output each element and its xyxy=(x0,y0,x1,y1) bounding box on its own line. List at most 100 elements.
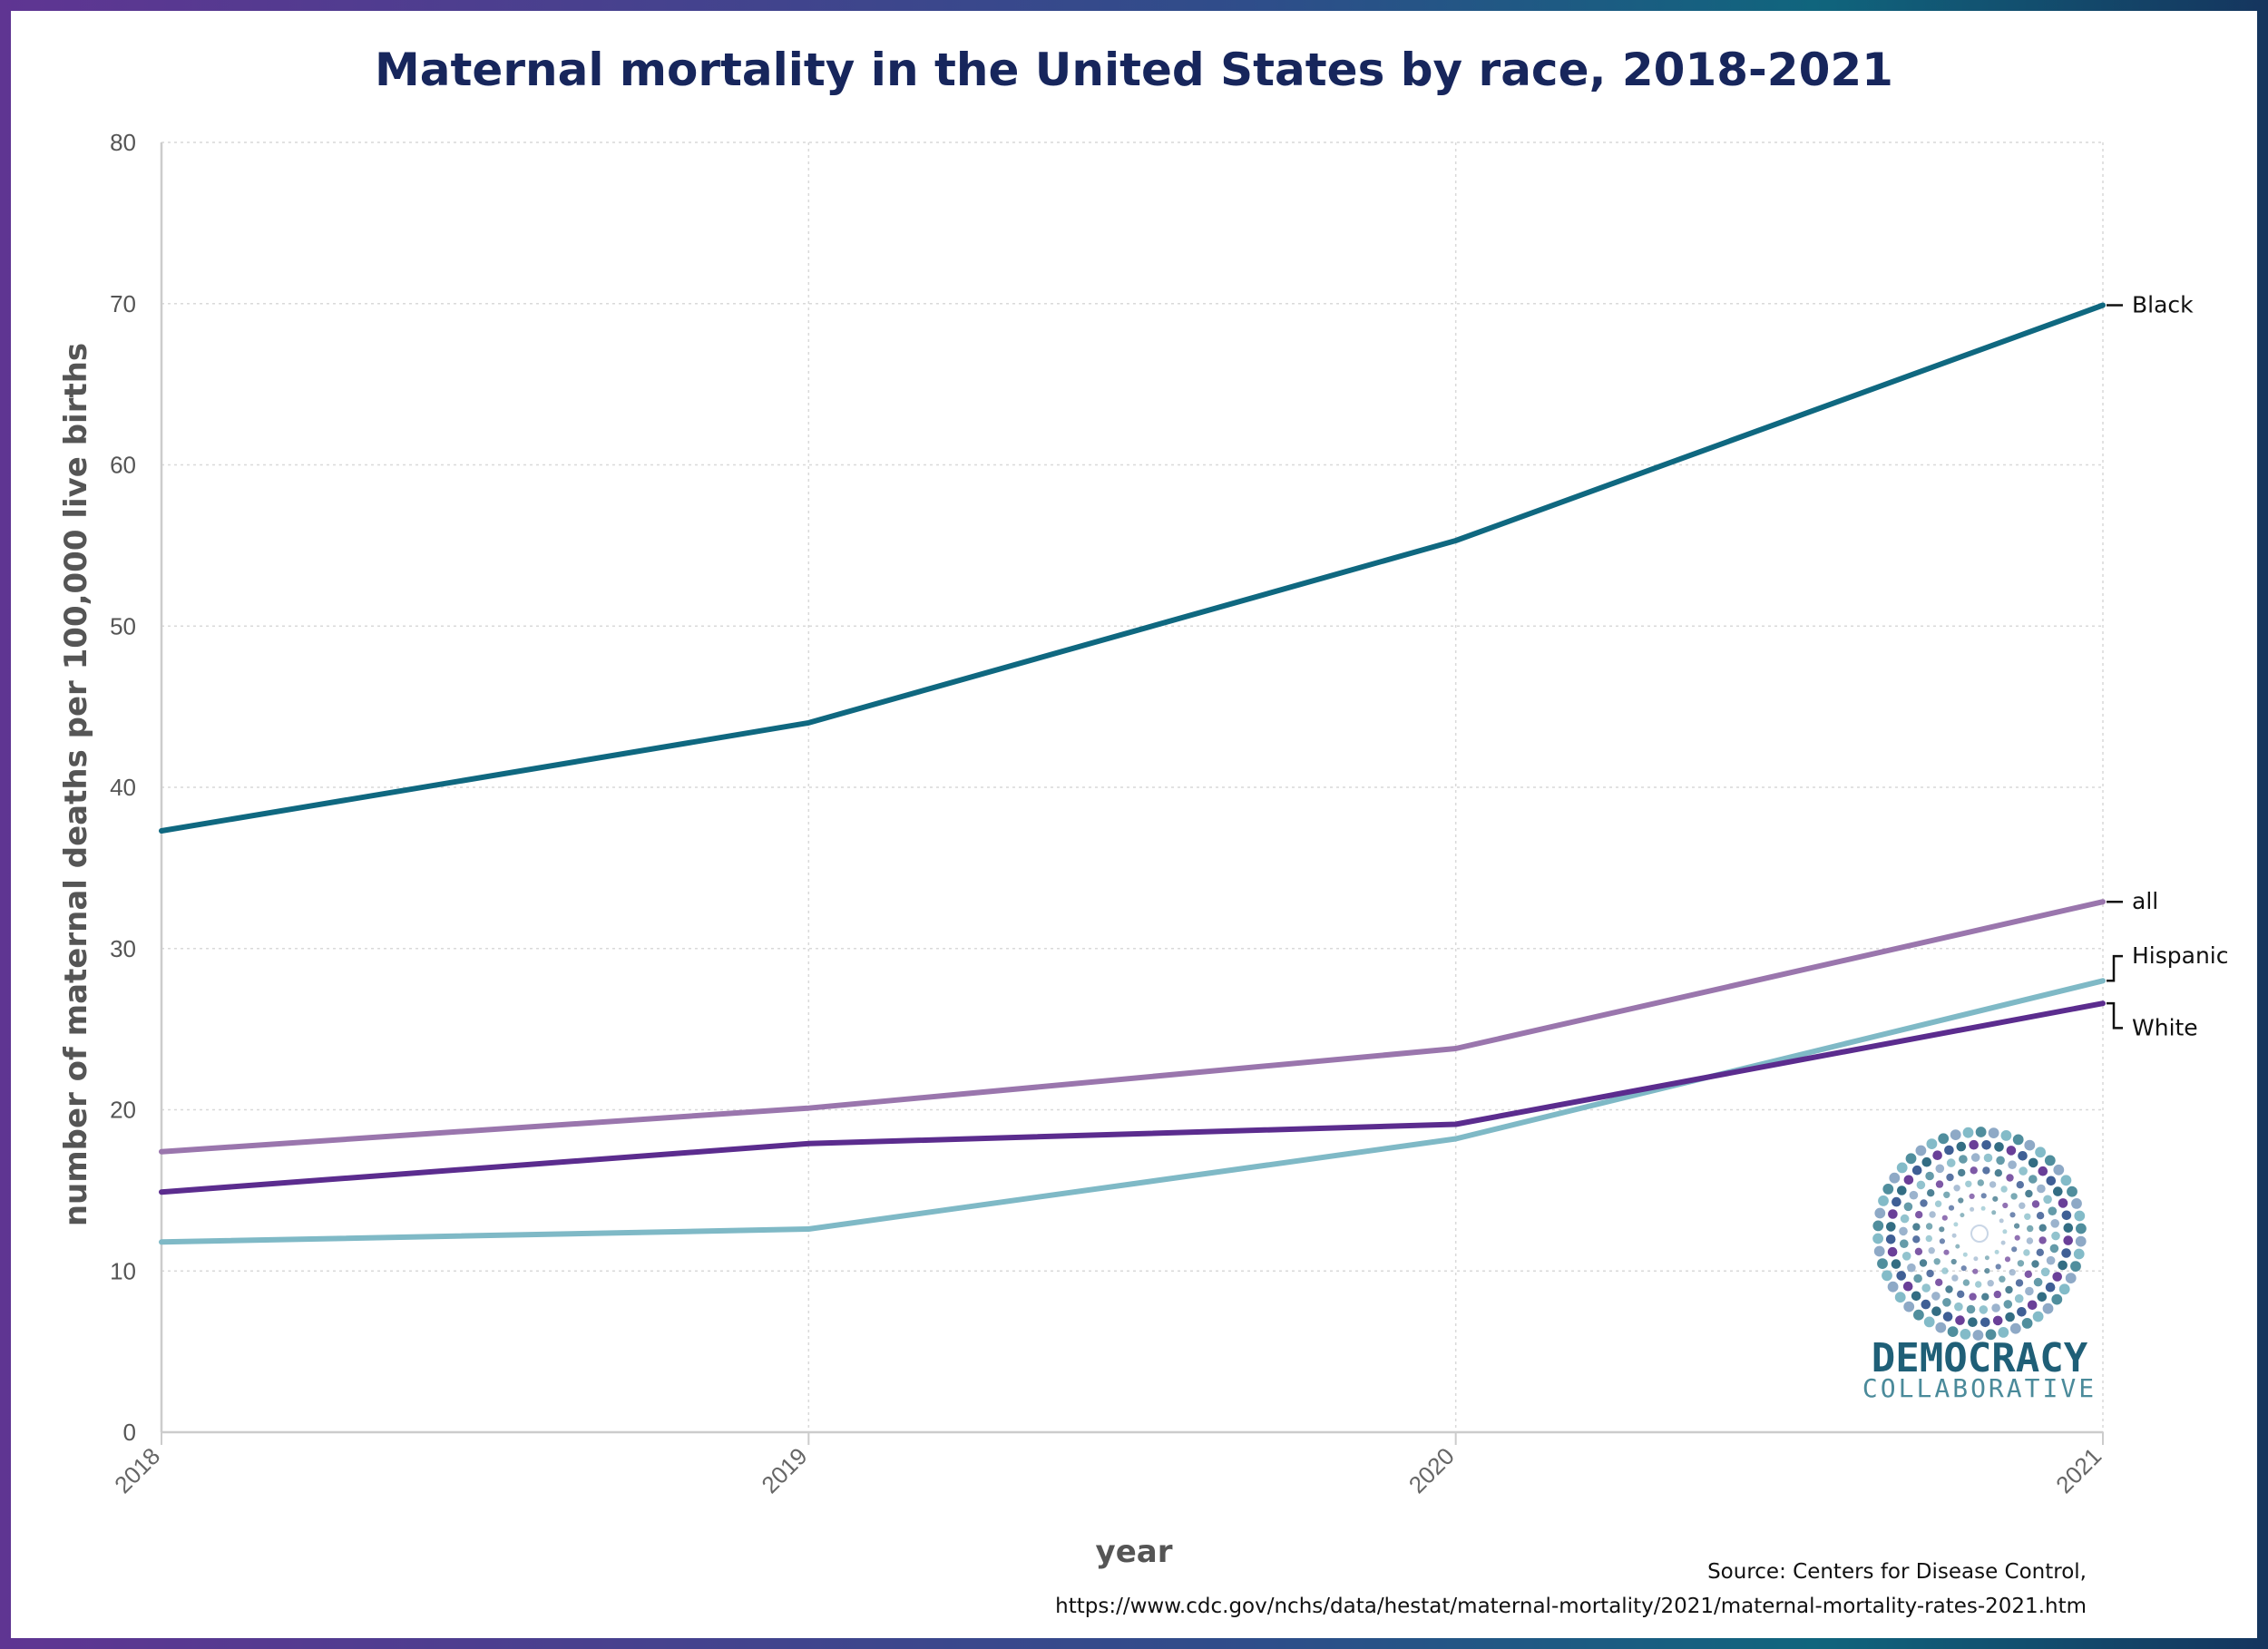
logo-dot xyxy=(2042,1303,2054,1314)
logo-dot xyxy=(1972,1330,1984,1341)
logo-dot xyxy=(2027,1225,2034,1233)
series-line-all xyxy=(159,899,2106,1155)
logo-dot xyxy=(2017,1307,2027,1317)
x-tick-label: 2018 xyxy=(109,1442,165,1498)
logo-dot xyxy=(1900,1214,1910,1224)
logo-dot xyxy=(1960,1329,1971,1340)
logo-dot xyxy=(1887,1246,1898,1257)
logo-dot xyxy=(1994,1249,1999,1254)
logo-subtitle: COLLABORATIVE xyxy=(1862,1373,2097,1403)
logo-dot xyxy=(2049,1244,2059,1254)
logo-dot xyxy=(2058,1283,2070,1295)
logo-dot xyxy=(1951,1233,1957,1238)
logo-dot xyxy=(1999,1218,2004,1224)
logo-dot xyxy=(2004,1256,2011,1263)
logo-dot xyxy=(2070,1261,2081,1272)
logo-dot xyxy=(1984,1268,1990,1274)
logo-dot xyxy=(1993,1290,2001,1299)
logo-dot xyxy=(1960,1213,1965,1218)
logo-dot xyxy=(1975,1281,1982,1288)
logo-dot xyxy=(1878,1195,1889,1206)
logo-dot xyxy=(1980,1317,1990,1328)
logo-dot xyxy=(2063,1235,2073,1245)
logo-dot xyxy=(1956,1141,1967,1152)
logo-dot xyxy=(1892,1196,1901,1207)
series-labels: Black all Hispanic White xyxy=(2107,292,2229,1040)
logo-dot xyxy=(1907,1263,1916,1273)
logo-dot xyxy=(1973,1256,1979,1262)
logo-dot xyxy=(1972,1268,1979,1274)
logo-dot xyxy=(2028,1157,2038,1168)
logo-dot xyxy=(2028,1175,2038,1184)
logo-dot xyxy=(2051,1231,2060,1241)
logo-dot xyxy=(1939,1238,1945,1244)
logo-dot xyxy=(1981,1293,1989,1301)
y-axis-title: number of maternal deaths per 100,000 li… xyxy=(58,343,94,1226)
logo-dot xyxy=(1882,1270,1892,1282)
logo-dot xyxy=(1959,1155,1968,1164)
logo-dot xyxy=(1958,1168,1966,1177)
logo-dot xyxy=(1982,1166,1990,1175)
logo-dot xyxy=(2050,1219,2059,1228)
logo-dot xyxy=(2038,1166,2048,1176)
x-tick-label: 2021 xyxy=(2050,1442,2107,1498)
logo-dot xyxy=(2012,1134,2024,1146)
logo-dot xyxy=(2008,1160,2017,1169)
logo-dot xyxy=(2040,1267,2050,1277)
logo-dot xyxy=(2060,1175,2072,1186)
logo-dot xyxy=(1929,1211,1936,1218)
logo-dot xyxy=(1968,1317,1978,1327)
logo-dot xyxy=(1925,1171,1934,1181)
logo-dot xyxy=(1948,1205,1955,1211)
logo-dot xyxy=(2006,1146,2017,1156)
logo-dot xyxy=(1926,1138,1938,1149)
logo-dot xyxy=(1915,1145,1927,1156)
logo-dot xyxy=(2003,1300,2013,1309)
logo-dot xyxy=(2027,1300,2038,1311)
logo-dot xyxy=(1912,1235,1921,1244)
logo-dot xyxy=(1909,1190,1919,1200)
series-label-all: all xyxy=(2132,888,2158,914)
logo-dot xyxy=(1921,1299,1931,1310)
logo-dot xyxy=(1931,1306,1941,1316)
logo-dot xyxy=(2021,1318,2033,1329)
logo-dot xyxy=(2032,1311,2044,1322)
logo-dot xyxy=(2009,1212,2016,1218)
logo-dot xyxy=(1962,1279,1970,1286)
logo-dot xyxy=(1987,1280,1994,1287)
logo-dot xyxy=(1943,1191,1950,1199)
logo-dot xyxy=(1960,1265,1967,1272)
series-line-white xyxy=(159,1000,2106,1195)
logo-dot xyxy=(2002,1202,2009,1209)
logo-dot xyxy=(1985,1329,1997,1341)
series-line-hispanic xyxy=(159,978,2106,1245)
logo-dot xyxy=(1943,1249,1950,1255)
logo-dot xyxy=(1975,1127,1987,1137)
y-tick-label: 50 xyxy=(110,612,136,639)
x-tick-label: 2019 xyxy=(756,1442,812,1498)
logo-dot xyxy=(1915,1211,1923,1219)
logo-dot xyxy=(2009,1322,2021,1334)
logo-dot xyxy=(1945,1285,1953,1293)
logo-dot xyxy=(2058,1198,2068,1208)
logo-dot xyxy=(2053,1186,2063,1196)
logo-dot xyxy=(2074,1210,2086,1222)
logo-dot xyxy=(2016,1181,2024,1189)
logo-dot xyxy=(1935,1180,1944,1188)
logo-dot xyxy=(2023,1249,2030,1256)
logo-dot xyxy=(1992,1315,2003,1326)
y-tick-label: 0 xyxy=(123,1419,136,1446)
logo-dot xyxy=(1995,1264,2001,1270)
logo-dot xyxy=(1946,1173,1954,1182)
logo-dot xyxy=(1914,1247,1923,1256)
logo-dot xyxy=(2025,1189,2033,1198)
logo-dot xyxy=(1926,1269,1934,1278)
logo-dot xyxy=(1903,1175,1914,1186)
logo-dot xyxy=(1969,1293,1977,1301)
logo-dot xyxy=(1941,1267,1949,1274)
y-tick-label: 20 xyxy=(110,1097,136,1124)
logo-dot xyxy=(2025,1286,2034,1296)
logo-dot xyxy=(1998,1327,2009,1338)
logo-dot xyxy=(2046,1255,2056,1265)
